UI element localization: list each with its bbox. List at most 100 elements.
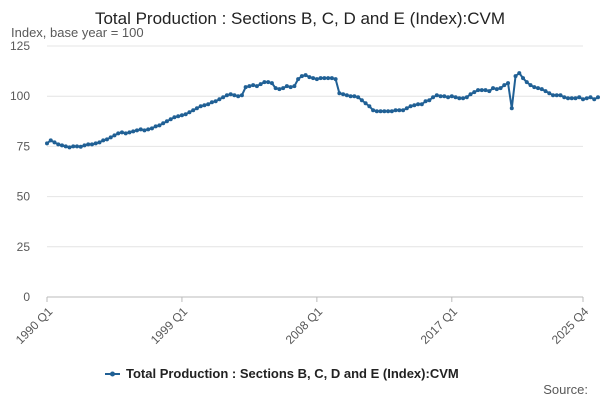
- data-point[interactable]: [461, 96, 466, 101]
- data-point[interactable]: [337, 91, 342, 96]
- data-point[interactable]: [101, 138, 106, 143]
- data-point[interactable]: [457, 96, 462, 101]
- data-point[interactable]: [168, 117, 173, 122]
- data-point[interactable]: [45, 141, 49, 146]
- data-point[interactable]: [326, 76, 331, 81]
- data-point[interactable]: [209, 100, 214, 105]
- data-point[interactable]: [217, 97, 222, 102]
- data-point[interactable]: [532, 85, 537, 90]
- data-point[interactable]: [187, 110, 192, 115]
- data-point[interactable]: [483, 88, 488, 93]
- data-point[interactable]: [551, 93, 556, 98]
- data-point[interactable]: [502, 83, 507, 88]
- data-point[interactable]: [494, 87, 499, 92]
- data-point[interactable]: [232, 93, 237, 98]
- data-point[interactable]: [239, 93, 244, 98]
- data-point[interactable]: [453, 95, 458, 100]
- data-point[interactable]: [86, 142, 91, 147]
- data-point[interactable]: [82, 143, 87, 148]
- data-point[interactable]: [584, 96, 589, 101]
- data-point[interactable]: [442, 94, 447, 99]
- data-point[interactable]: [123, 131, 128, 136]
- data-point[interactable]: [352, 94, 357, 99]
- data-point[interactable]: [397, 108, 402, 113]
- data-point[interactable]: [476, 88, 481, 93]
- data-point[interactable]: [434, 93, 439, 98]
- data-point[interactable]: [333, 77, 338, 82]
- data-point[interactable]: [48, 138, 53, 143]
- data-point[interactable]: [119, 130, 124, 135]
- data-point[interactable]: [592, 97, 597, 102]
- data-point[interactable]: [157, 123, 162, 128]
- data-point[interactable]: [63, 144, 68, 149]
- data-point[interactable]: [528, 83, 533, 88]
- data-point[interactable]: [198, 104, 203, 109]
- data-point[interactable]: [423, 99, 428, 104]
- data-point[interactable]: [254, 84, 259, 89]
- data-point[interactable]: [558, 93, 563, 98]
- data-point[interactable]: [412, 103, 417, 108]
- data-point[interactable]: [344, 93, 349, 98]
- data-point[interactable]: [243, 85, 248, 90]
- data-point[interactable]: [393, 108, 398, 113]
- data-point[interactable]: [299, 74, 304, 79]
- data-point[interactable]: [161, 121, 166, 126]
- data-point[interactable]: [142, 128, 147, 133]
- data-point[interactable]: [588, 95, 593, 100]
- data-point[interactable]: [506, 81, 511, 86]
- data-point[interactable]: [404, 106, 409, 111]
- data-point[interactable]: [67, 145, 72, 150]
- data-point[interactable]: [247, 84, 252, 89]
- data-point[interactable]: [543, 89, 548, 94]
- data-point[interactable]: [104, 137, 109, 142]
- data-point[interactable]: [479, 88, 484, 93]
- data-point[interactable]: [419, 102, 424, 107]
- data-point[interactable]: [281, 86, 286, 91]
- data-point[interactable]: [348, 94, 353, 99]
- data-point[interactable]: [221, 95, 226, 100]
- data-point[interactable]: [356, 95, 361, 100]
- data-point[interactable]: [262, 80, 267, 85]
- data-point[interactable]: [296, 77, 301, 82]
- data-point[interactable]: [228, 92, 233, 97]
- data-point[interactable]: [464, 95, 469, 100]
- data-point[interactable]: [183, 112, 188, 117]
- data-point[interactable]: [89, 142, 94, 147]
- data-point[interactable]: [581, 97, 585, 102]
- data-point[interactable]: [573, 96, 578, 101]
- data-point[interactable]: [153, 124, 158, 129]
- data-point[interactable]: [202, 103, 207, 108]
- data-point[interactable]: [116, 131, 121, 136]
- data-point[interactable]: [547, 91, 552, 96]
- data-point[interactable]: [408, 104, 413, 109]
- data-point[interactable]: [131, 129, 136, 134]
- data-point[interactable]: [449, 94, 454, 99]
- data-point[interactable]: [236, 94, 241, 99]
- data-point[interactable]: [487, 89, 492, 94]
- data-point[interactable]: [138, 127, 143, 132]
- data-point[interactable]: [206, 102, 211, 107]
- data-point[interactable]: [78, 144, 83, 149]
- data-point[interactable]: [468, 92, 473, 97]
- data-point[interactable]: [554, 93, 559, 98]
- data-point[interactable]: [416, 102, 421, 107]
- data-point[interactable]: [284, 84, 289, 89]
- data-point[interactable]: [224, 93, 229, 98]
- data-point[interactable]: [509, 106, 514, 111]
- data-point[interactable]: [56, 142, 61, 147]
- data-point[interactable]: [363, 101, 368, 106]
- data-point[interactable]: [318, 76, 323, 81]
- data-point[interactable]: [521, 76, 526, 81]
- data-point[interactable]: [524, 80, 529, 85]
- data-point[interactable]: [269, 81, 274, 86]
- data-point[interactable]: [498, 86, 503, 91]
- data-point[interactable]: [146, 127, 151, 132]
- data-point[interactable]: [292, 84, 297, 89]
- data-point[interactable]: [569, 96, 574, 101]
- data-point[interactable]: [277, 87, 282, 92]
- data-point[interactable]: [176, 114, 181, 119]
- data-point[interactable]: [401, 108, 406, 113]
- data-point[interactable]: [491, 86, 496, 91]
- data-point[interactable]: [134, 128, 139, 133]
- data-point[interactable]: [311, 76, 316, 81]
